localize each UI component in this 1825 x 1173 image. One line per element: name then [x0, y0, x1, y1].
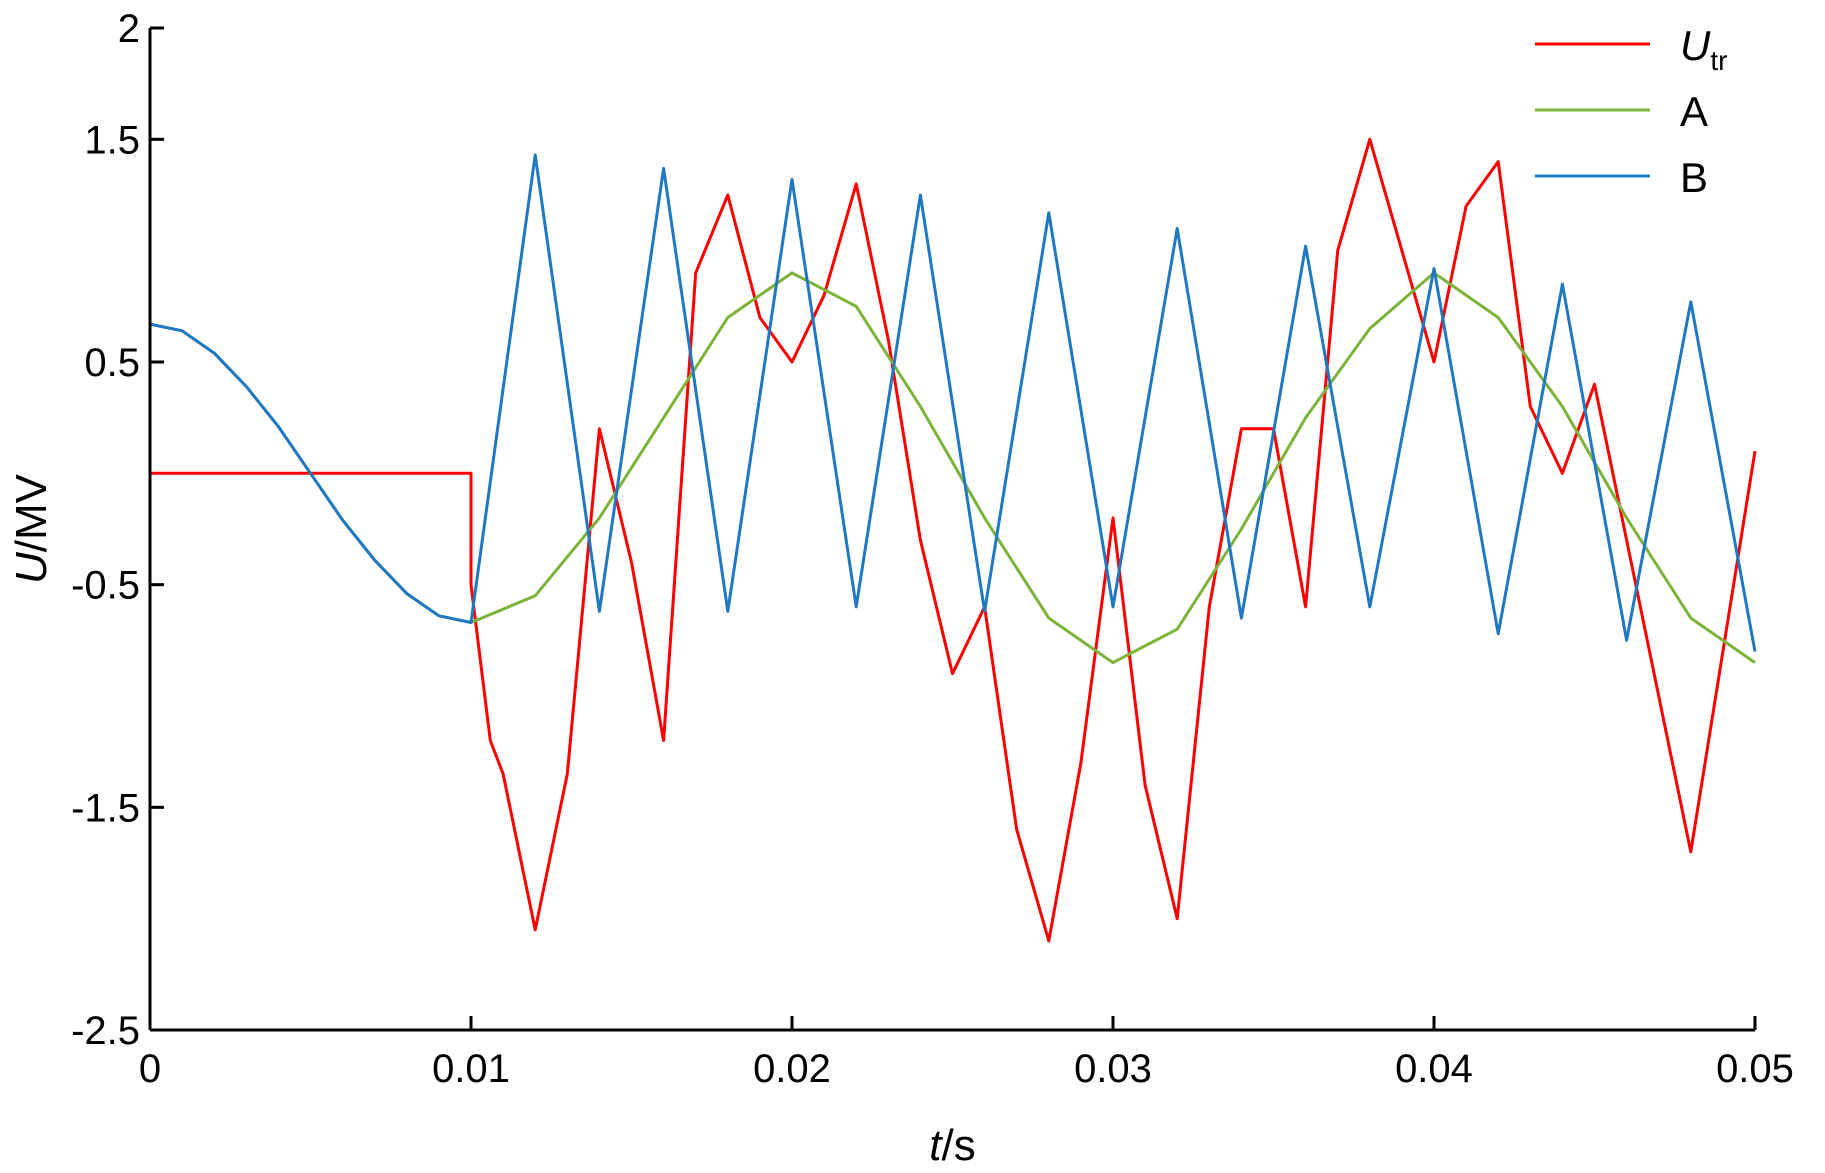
x-tick-label: 0.03: [1074, 1047, 1152, 1091]
plot-series: [149, 137, 1757, 943]
y-tick-label: 0.5: [84, 341, 140, 385]
legend-label-main: U: [1680, 22, 1711, 69]
y-axis-title-rest: /MV: [7, 473, 56, 552]
series-line-u: [150, 137, 1757, 943]
y-tick-label: -0.5: [71, 564, 140, 608]
legend-label: A: [1680, 88, 1708, 135]
y-axis-title-italic: U: [7, 552, 56, 584]
series-line-b: [149, 153, 1757, 652]
ticks: 0 0.01 0.02 0.03 0.04 0.05 -2.5 -1.5 -0.5 0.5 1.5 2: [71, 7, 1794, 1091]
y-axis-title: U/MV: [7, 473, 56, 584]
legend-label-main: B: [1680, 154, 1708, 201]
axes: [148, 28, 1755, 1032]
y-tick-label: 1.5: [84, 118, 140, 162]
y-tick-label: -1.5: [71, 786, 140, 830]
legend-label: Utr: [1680, 22, 1727, 76]
y-tick-label: -2.5: [71, 1009, 140, 1053]
series-line-a: [149, 271, 1756, 665]
x-tick-label: 0.04: [1395, 1047, 1473, 1091]
legend-label-main: A: [1680, 88, 1708, 135]
x-tick-label: 0.05: [1716, 1047, 1794, 1091]
x-axis-title-rest: /s: [942, 1121, 976, 1170]
x-tick-label: 0: [139, 1047, 161, 1091]
y-tick-label: 2: [118, 7, 140, 51]
legend-label: B: [1680, 154, 1708, 201]
x-axis-title: t/s: [929, 1121, 975, 1170]
x-axis-title-italic: t: [929, 1121, 943, 1170]
x-tick-label: 0.02: [753, 1047, 831, 1091]
x-tick-label: 0.01: [432, 1047, 510, 1091]
legend-label-sub: tr: [1710, 45, 1727, 76]
